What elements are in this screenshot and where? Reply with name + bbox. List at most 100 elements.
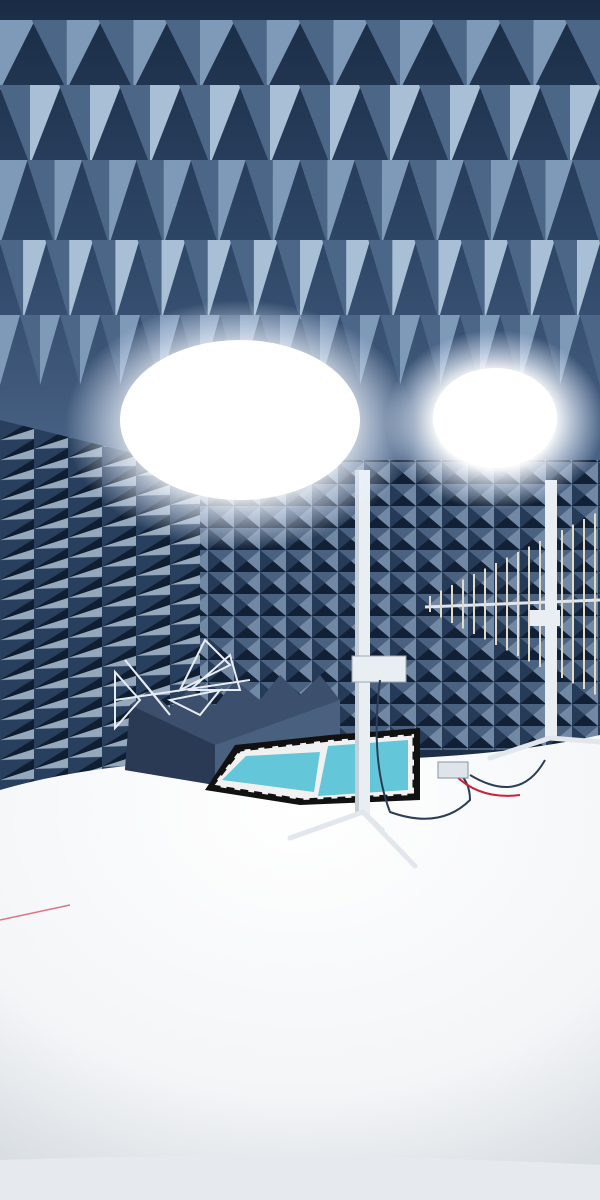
absorber-spike: [179, 85, 210, 165]
absorber-spike: [272, 160, 301, 245]
absorber-spike: [0, 20, 35, 90]
absorber-spike: [0, 315, 20, 385]
absorber-spike: [20, 315, 40, 385]
absorber-spike: [115, 240, 140, 320]
absorber-spike: [368, 240, 393, 320]
absorber-spike: [210, 85, 241, 165]
absorber-spike: [136, 160, 164, 245]
absorber-spike: [400, 20, 435, 90]
antenna-boom: [424, 598, 600, 609]
absorber-spike: [150, 85, 181, 165]
absorber-spike: [54, 160, 83, 245]
absorber-spike: [354, 160, 382, 245]
absorber-spike: [298, 20, 334, 90]
absorber-spike: [539, 85, 570, 165]
absorber-spike: [163, 160, 192, 245]
absorber-spike: [218, 160, 246, 245]
tripod-stand: [287, 735, 600, 869]
absorber-spike: [506, 240, 531, 320]
absorber-spike: [390, 85, 421, 165]
absorber-spike: [161, 240, 186, 320]
absorber-spike: [207, 240, 232, 320]
absorber-spike: [572, 160, 600, 245]
absorber-spike: [490, 160, 519, 245]
absorber-spike: [229, 240, 254, 320]
absorber-spike: [200, 20, 235, 90]
absorber-spike: [431, 20, 467, 90]
absorber-spike: [330, 85, 361, 165]
absorber-spike: [0, 240, 24, 320]
absorber-spike: [98, 20, 134, 90]
absorber-spike: [510, 85, 541, 165]
absorber-spike: [27, 160, 55, 245]
absorber-spike: [346, 240, 371, 320]
absorber-spike: [580, 315, 600, 385]
absorber-spike: [463, 160, 491, 245]
absorber-spike: [165, 20, 200, 90]
absorber-spike: [400, 315, 420, 385]
absorber-spike: [276, 240, 300, 320]
absorber-spike: [60, 315, 80, 385]
absorber-spike: [40, 315, 60, 385]
absorber-spike: [69, 240, 94, 320]
absorber-spike: [270, 85, 301, 165]
absorber-spike: [365, 20, 400, 90]
absorber-spike: [245, 160, 273, 245]
absorber-spike: [479, 85, 510, 165]
absorber-spike: [408, 160, 437, 245]
absorber-spike: [30, 85, 61, 165]
absorber-spike: [90, 85, 121, 165]
floodlight-right: [385, 330, 600, 510]
absorber-spike: [66, 20, 102, 90]
absorber-spike: [438, 240, 463, 320]
absorber-spike: [91, 240, 116, 320]
absorber-spike: [359, 85, 390, 165]
absorber-spike: [565, 20, 600, 90]
absorber-spike: [109, 160, 137, 245]
absorber-spike: [0, 160, 28, 245]
absorber-spike: [239, 85, 270, 165]
absorber-spike: [392, 240, 417, 320]
absorber-spike: [466, 20, 502, 90]
floor: [0, 735, 600, 1200]
absorber-spike: [381, 160, 410, 245]
absorber-spike: [31, 20, 67, 90]
absorber-spike: [45, 240, 70, 320]
bowtie-biconical-antenna: [114, 638, 251, 731]
absorber-spike: [545, 160, 573, 245]
absorber-spike: [190, 160, 219, 245]
cable: [375, 679, 546, 820]
absorber-spike: [300, 240, 324, 320]
absorber-spike: [576, 240, 600, 320]
absorber-spike: [59, 85, 90, 165]
absorber-spike: [299, 85, 330, 165]
absorber-spike: [119, 85, 150, 165]
absorber-spike: [81, 160, 110, 245]
absorber-spike: [530, 240, 555, 320]
absorber-spike: [231, 20, 267, 90]
absorber-spike: [498, 20, 534, 90]
absorber-spike: [133, 20, 169, 90]
absorber-spike: [450, 85, 481, 165]
absorber-spike: [517, 160, 546, 245]
absorber-spike: [460, 240, 485, 320]
absorber-spike: [137, 240, 162, 320]
absorber-spike: [322, 240, 347, 320]
absorber-spike: [414, 240, 439, 320]
absorber-spike: [299, 160, 328, 245]
absorber-spike: [0, 85, 30, 165]
absorber-spike: [484, 240, 509, 320]
absorber-spike: [552, 240, 577, 320]
absorber-spike: [570, 85, 600, 165]
absorber-spike: [436, 160, 464, 245]
absorber-spike: [266, 20, 302, 90]
antenna-mast: [351, 470, 560, 815]
absorber-spike: [23, 240, 48, 320]
absorber-spike: [253, 240, 278, 320]
floodlight-left: [65, 300, 415, 550]
log-periodic-antenna: [424, 513, 600, 695]
absorber-spike: [327, 160, 355, 245]
absorber-spike: [533, 20, 569, 90]
